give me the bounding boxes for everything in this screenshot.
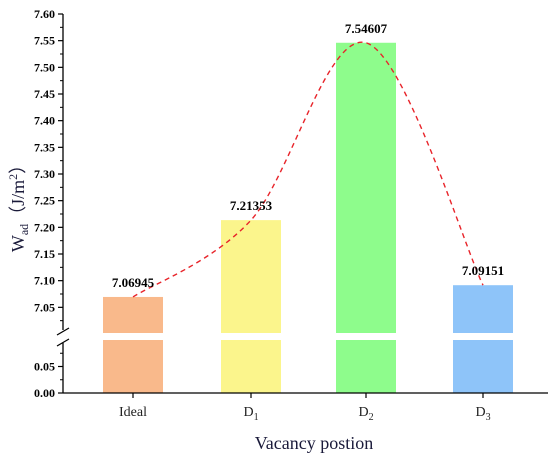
axis-break-gap	[64, 333, 549, 340]
y-tick-label: 0.05	[34, 360, 55, 374]
bar	[336, 42, 396, 393]
y-tick-label: 0.00	[34, 386, 55, 400]
y-tick-label: 7.50	[34, 60, 55, 74]
x-tick-label: D3	[475, 405, 490, 423]
y-tick-label: 7.45	[34, 87, 55, 101]
axis-break-mark	[56, 327, 70, 347]
y-tick-label: 7.35	[34, 140, 55, 154]
x-axis-title: Vacancy postion	[255, 433, 373, 453]
y-tick-label: 7.60	[34, 7, 55, 21]
data-label: 7.21353	[230, 198, 273, 213]
x-tick-label: Ideal	[119, 405, 147, 420]
data-label: 7.09151	[462, 263, 504, 278]
y-tick-label: 7.20	[34, 220, 55, 234]
y-axis-title: Wad（J/m2）	[6, 156, 31, 252]
data-label: 7.06945	[112, 275, 155, 290]
y-tick-label: 7.30	[34, 167, 55, 181]
y-tick-label: 7.05	[34, 300, 55, 314]
y-tick-label: 7.25	[34, 194, 55, 208]
y-tick-label: 7.55	[34, 34, 55, 48]
y-tick-label: 7.40	[34, 114, 55, 128]
bar	[221, 220, 281, 393]
y-tick-label: 7.15	[34, 247, 55, 261]
y-tick-label: 7.10	[34, 274, 55, 288]
trend-line	[132, 41, 484, 298]
x-tick-label: D2	[358, 405, 373, 423]
bar	[103, 296, 163, 393]
data-label: 7.54607	[345, 21, 388, 36]
x-tick-label: D1	[243, 405, 258, 423]
